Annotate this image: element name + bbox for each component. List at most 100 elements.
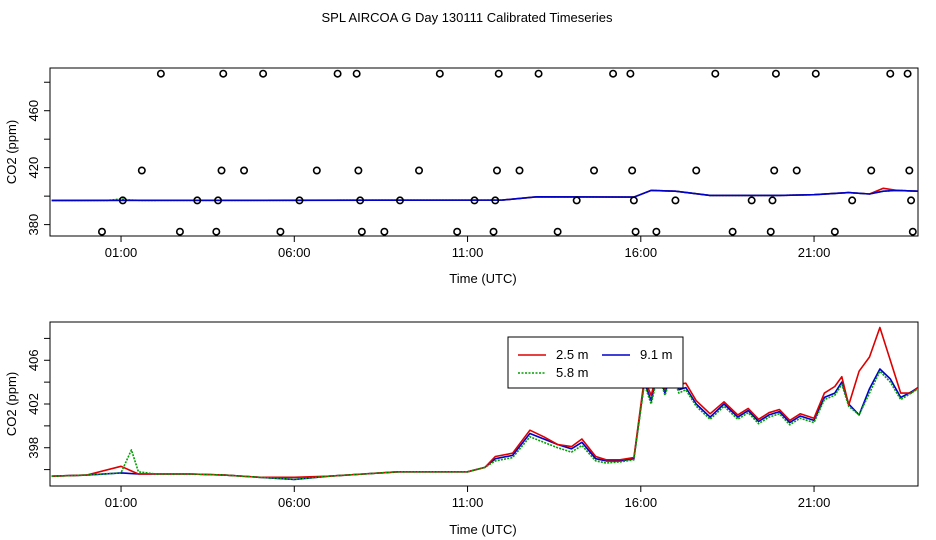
legend-label-2-5m: 2.5 m xyxy=(556,347,589,362)
top-scatter-point-23 xyxy=(435,69,444,78)
top-axes: 01:00 06:00 11:00 16:00 21:00 380 420 460 xyxy=(26,81,831,260)
top-scatter-point-9 xyxy=(219,69,228,78)
bottom-y-axis-label: CO2 (ppm) xyxy=(4,372,19,436)
top-scatter-point-34 xyxy=(590,166,599,175)
bottom-y-tick-label-2: 406 xyxy=(26,349,41,371)
top-scatter-point-8 xyxy=(217,166,226,175)
top-scatter-point-26 xyxy=(489,227,498,236)
top-scatter-point-4 xyxy=(175,227,184,236)
top-scatter-point-48 xyxy=(770,166,779,175)
bottom-series-line-9-1m xyxy=(51,368,918,481)
legend-label-9-1m: 9.1 m xyxy=(640,347,673,362)
top-x-tick-label-4: 21:00 xyxy=(798,245,831,260)
bottom-x-tick-label-4: 21:00 xyxy=(798,495,831,510)
top-scatter-point-45 xyxy=(747,196,756,205)
top-x-tick-label-1: 06:00 xyxy=(278,245,311,260)
top-scatter-point-27 xyxy=(491,196,500,205)
top-scatter-point-50 xyxy=(792,166,801,175)
top-scatter-point-31 xyxy=(534,69,543,78)
bottom-clipped-content xyxy=(51,326,918,481)
top-scatter-point-30 xyxy=(515,166,524,175)
bottom-x-tick-label-0: 01:00 xyxy=(105,495,138,510)
top-y-tick-label-2: 460 xyxy=(26,100,41,122)
top-scatter-point-54 xyxy=(867,166,876,175)
top-scatter-point-36 xyxy=(626,69,635,78)
top-x-tick-label-2: 11:00 xyxy=(452,245,484,260)
top-scatter-point-33 xyxy=(572,196,581,205)
top-scatter-point-10 xyxy=(240,166,249,175)
legend-label-5-8m: 5.8 m xyxy=(556,365,589,380)
top-scatter-point-18 xyxy=(356,196,365,205)
top-y-tick-label-0: 380 xyxy=(26,214,41,236)
top-scatter-point-57 xyxy=(905,166,914,175)
bottom-series-line-5-8m xyxy=(51,370,918,481)
top-scatter-point-58 xyxy=(907,196,916,205)
top-scatter-point-43 xyxy=(711,69,720,78)
top-scatter-point-42 xyxy=(692,166,701,175)
top-scatter-point-25 xyxy=(470,196,479,205)
bottom-series-line-2-5m xyxy=(51,326,918,479)
top-plot-frame xyxy=(49,67,919,237)
top-scatter-point-20 xyxy=(380,227,389,236)
top-scatter-point-16 xyxy=(352,69,361,78)
top-scatter-point-51 xyxy=(811,69,820,78)
top-scatter-point-52 xyxy=(830,227,839,236)
top-scatter-point-59 xyxy=(908,227,917,236)
top-clipped-content xyxy=(51,69,918,236)
bottom-plot-frame xyxy=(49,321,919,487)
top-y-tick-label-1: 420 xyxy=(26,157,41,179)
top-scatter-point-1 xyxy=(118,196,127,205)
top-series-line-9-1m xyxy=(51,189,918,202)
top-scatter-point-6 xyxy=(212,227,221,236)
top-scatter-point-28 xyxy=(492,166,501,175)
top-scatter-point-49 xyxy=(771,69,780,78)
top-scatter-point-19 xyxy=(357,227,366,236)
top-scatter-point-7 xyxy=(214,196,223,205)
top-scatter-point-12 xyxy=(276,227,285,236)
top-scatter-point-5 xyxy=(193,196,202,205)
bottom-y-tick-label-1: 402 xyxy=(26,393,41,415)
top-plot-area xyxy=(51,69,918,236)
top-scatter-point-40 xyxy=(652,227,661,236)
top-scatter-point-41 xyxy=(671,196,680,205)
bottom-x-tick-label-2: 11:00 xyxy=(452,495,484,510)
bottom-y-tick-label-0: 398 xyxy=(26,437,41,459)
top-scatter-point-15 xyxy=(333,69,342,78)
top-scatter-point-56 xyxy=(903,69,912,78)
top-y-axis-label: CO2 (ppm) xyxy=(4,120,19,184)
top-scatter-point-44 xyxy=(728,227,737,236)
top-scatter-point-46 xyxy=(766,227,775,236)
bottom-x-tick-label-1: 06:00 xyxy=(278,495,311,510)
top-scatter-point-29 xyxy=(494,69,503,78)
top-scatter-point-47 xyxy=(768,196,777,205)
top-scatter-point-0 xyxy=(97,227,106,236)
legend-box xyxy=(507,336,684,389)
bottom-axes: 01:00 06:00 11:00 16:00 21:00 398 402 406 xyxy=(26,337,831,510)
top-scatter-point-2 xyxy=(137,166,146,175)
top-panel: 01:00 06:00 11:00 16:00 21:00 380 420 460 Time … xyxy=(4,67,919,286)
top-scatter-point-22 xyxy=(415,166,424,175)
bottom-x-axis-label: Time (UTC) xyxy=(449,522,516,537)
top-scatter-point-17 xyxy=(354,166,363,175)
top-scatter-point-3 xyxy=(156,69,165,78)
top-scatter-point-13 xyxy=(295,196,304,205)
top-x-axis-label: Time (UTC) xyxy=(449,271,516,286)
top-x-tick-label-0: 01:00 xyxy=(105,245,138,260)
bottom-panel: 01:00 06:00 11:00 16:00 21:00 398 402 406 Time … xyxy=(4,321,919,537)
bottom-x-tick-label-3: 16:00 xyxy=(625,495,658,510)
top-scatter-point-32 xyxy=(553,227,562,236)
top-scatter-point-55 xyxy=(886,69,895,78)
top-scatter-point-39 xyxy=(631,227,640,236)
top-scatter-point-35 xyxy=(609,69,618,78)
top-scatter-point-24 xyxy=(453,227,462,236)
top-series-line-2-5m xyxy=(51,187,918,202)
top-x-tick-label-3: 16:00 xyxy=(625,245,658,260)
legend: 2.5 m 9.1 m 5.8 m xyxy=(507,336,684,389)
top-scatter-point-21 xyxy=(395,196,404,205)
top-scatter-point-53 xyxy=(848,196,857,205)
top-scatter-point-38 xyxy=(629,196,638,205)
top-scatter-point-11 xyxy=(259,69,268,78)
bottom-plot-area xyxy=(51,326,918,481)
top-scatter-point-37 xyxy=(628,166,637,175)
